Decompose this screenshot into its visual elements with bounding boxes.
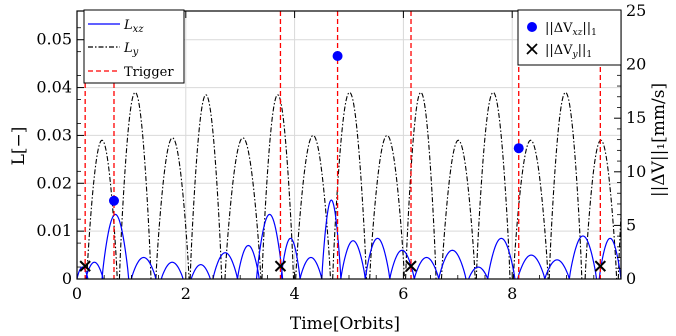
legend-dvxz-marker — [527, 22, 537, 32]
y-left-tick-label: 0.03 — [36, 125, 72, 144]
x-tick-label: 6 — [398, 284, 408, 303]
x-tick-label: 8 — [507, 284, 517, 303]
y-axis-right-title: ||ΔV||₁[mm/s] — [649, 83, 669, 197]
legend-trigger-label: Trigger — [124, 65, 174, 80]
y-right-tick-label: 20 — [626, 55, 646, 74]
dvy-point — [274, 260, 287, 272]
x-tick-label: 0 — [72, 284, 82, 303]
legend-lxz-label: Lxz — [123, 18, 144, 35]
axes: 0 2 4 6 8 0 0.01 0.02 0.03 0.04 0.05 0 5 10 15 20 25 — [36, 1, 646, 303]
y-left-tick-label: 0.02 — [36, 173, 72, 192]
y-left-tick-label: 0.04 — [36, 78, 72, 97]
series-ly-line — [86, 91, 621, 279]
y-right-tick-label: 0 — [626, 269, 636, 288]
dvy-point — [594, 260, 607, 272]
y-right-tick-label: 15 — [626, 108, 646, 127]
dvxz-point — [332, 51, 343, 62]
dvxz-point — [513, 143, 524, 154]
legend-ly-label: Ly — [123, 41, 139, 58]
legend-dvxz-label: ||ΔVxz||1 — [545, 21, 597, 38]
x-tick-label: 4 — [290, 284, 300, 303]
dvy-point — [79, 260, 91, 272]
y-right-tick-label: 5 — [626, 215, 636, 234]
legend-dvy-marker — [526, 43, 538, 55]
legend-left: Lxz Ly Trigger — [83, 9, 185, 84]
y-right-tick-label: 10 — [626, 162, 646, 181]
legend-right-box — [517, 9, 622, 66]
dvxz-point — [108, 195, 119, 206]
y-left-tick-label: 0 — [62, 269, 72, 288]
y-right-tick-label: 25 — [626, 1, 646, 20]
y-left-tick-label: 0.01 — [36, 221, 72, 240]
legend-dvy-label: ||ΔVy||1 — [545, 43, 592, 60]
x-axis-title: Time[Orbits] — [290, 314, 400, 334]
legend-right: ||ΔVxz||1 ||ΔVy||1 — [517, 9, 622, 66]
x-tick-label: 2 — [181, 284, 191, 303]
y-axis-left-title: L[−] — [9, 127, 29, 166]
y-left-tick-label: 0.05 — [36, 30, 72, 49]
dvy-point — [405, 260, 417, 272]
series-lxz-line — [77, 199, 621, 279]
